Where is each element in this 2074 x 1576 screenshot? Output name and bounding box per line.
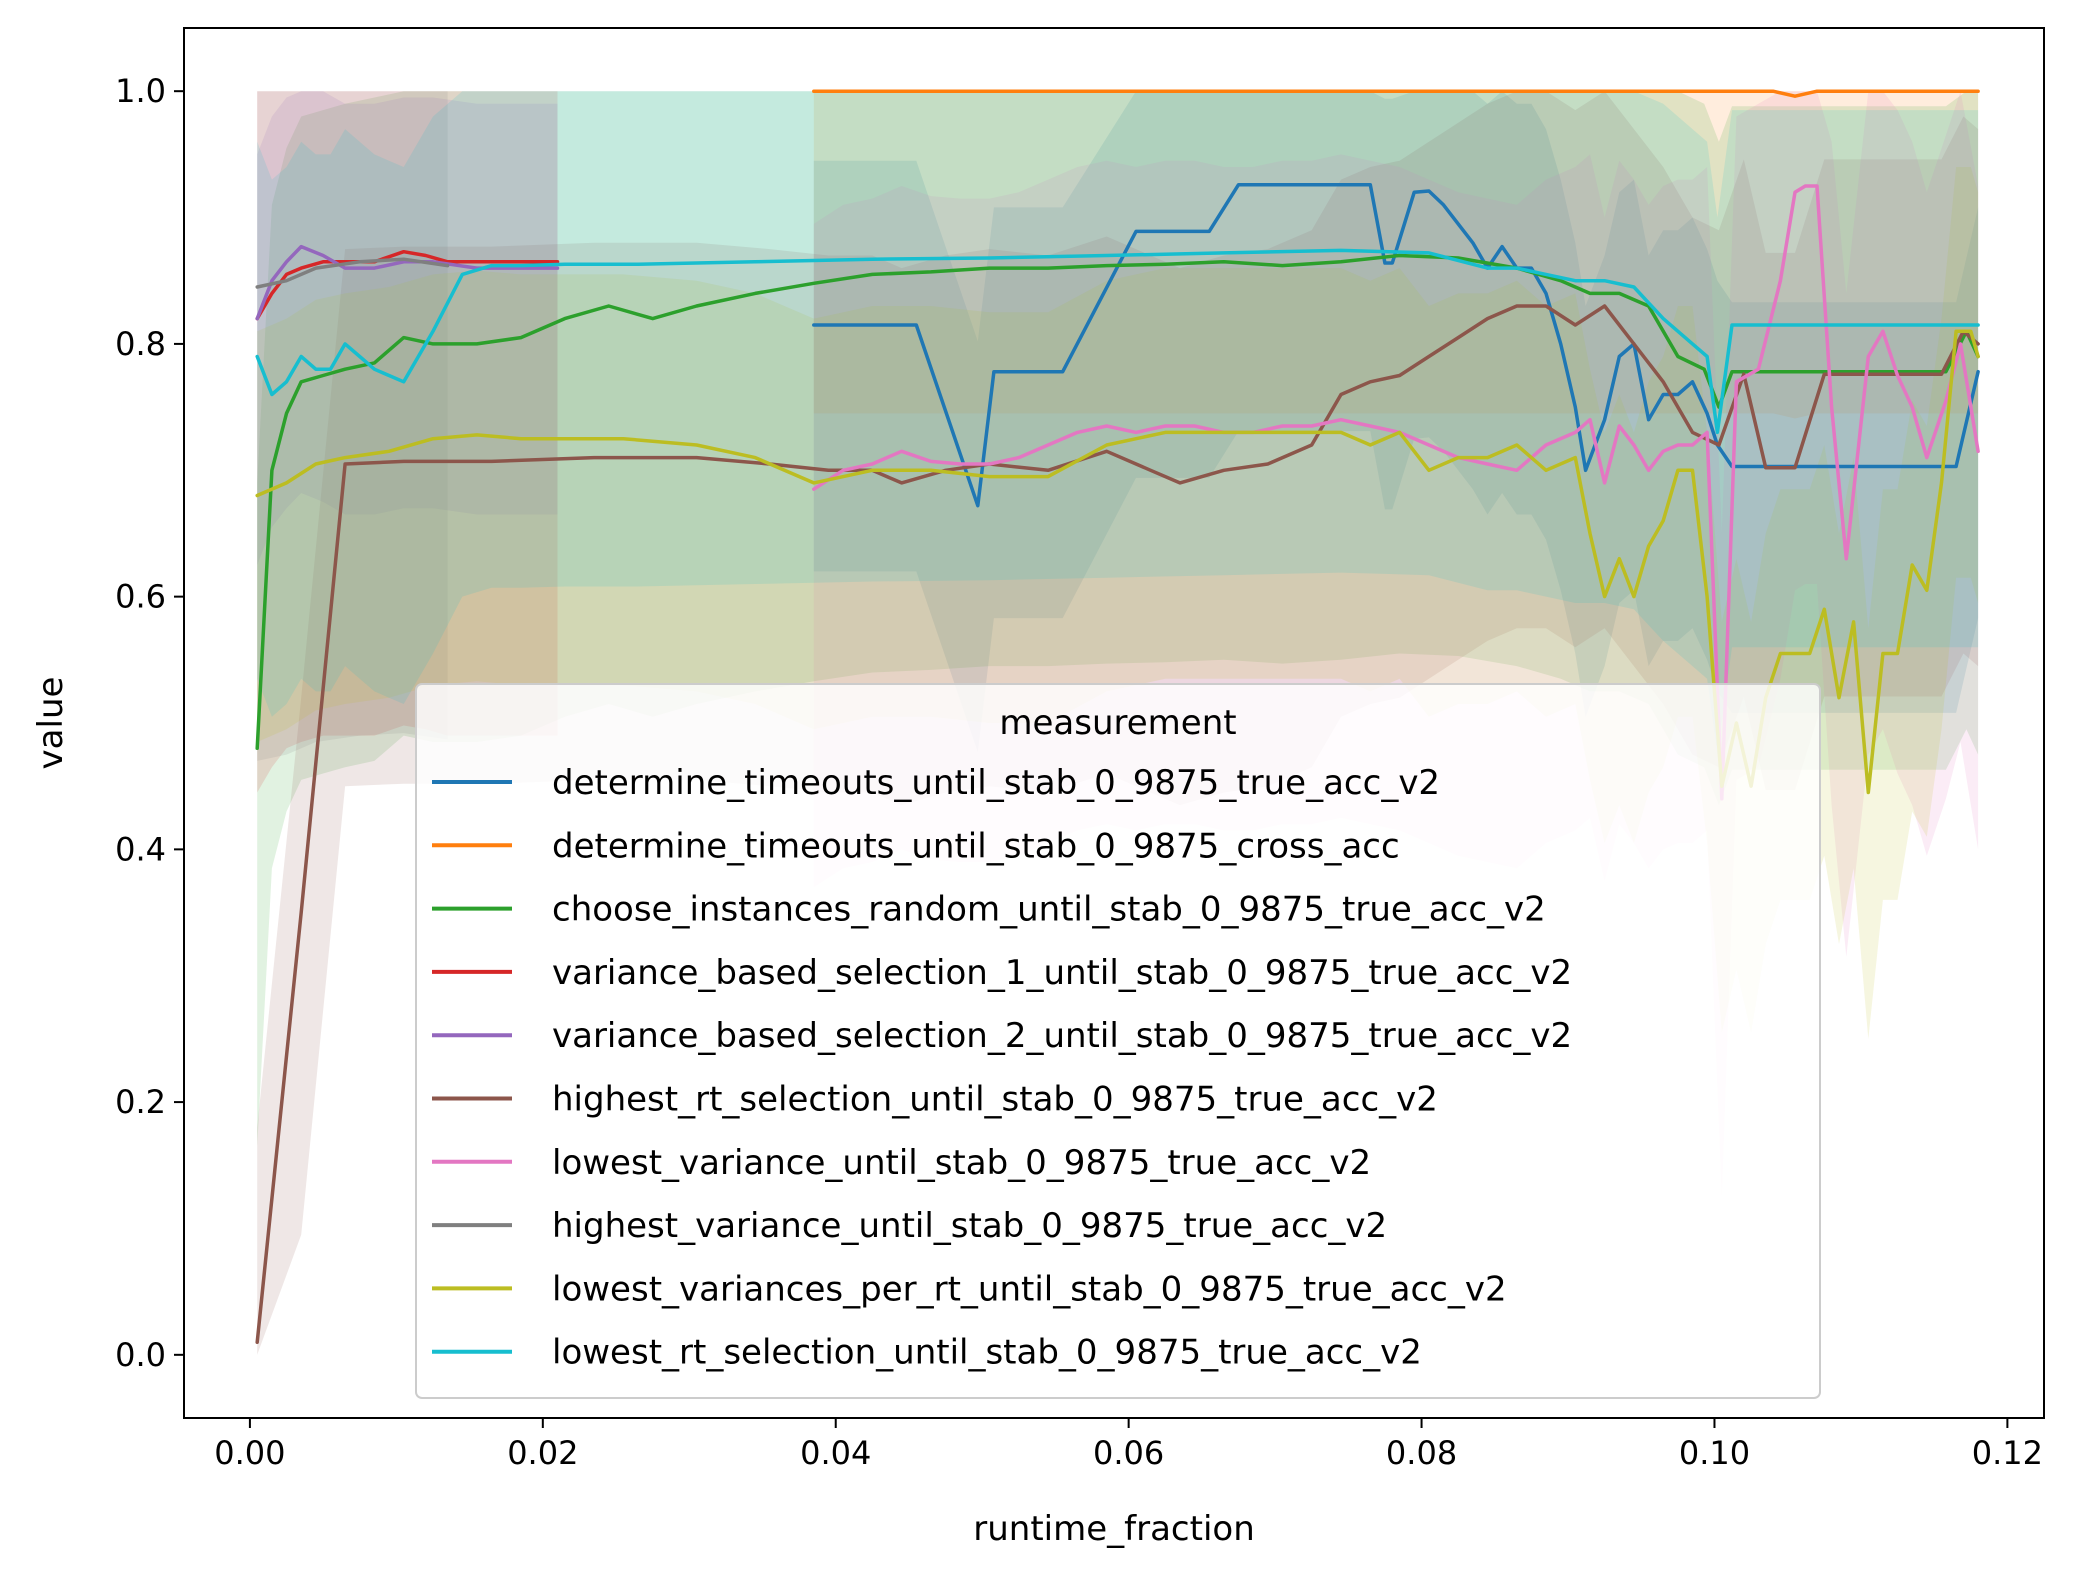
legend: measurement determine_timeouts_until_sta… bbox=[415, 683, 1821, 1399]
plot-frame bbox=[183, 27, 2045, 1419]
legend-label-4: variance_based_selection_1_until_stab_0_… bbox=[552, 953, 1572, 993]
series-line-7 bbox=[812, 184, 1980, 801]
legend-label-8: highest_variance_until_stab_0_9875_true_… bbox=[552, 1206, 1387, 1246]
x-tick-label: 0.08 bbox=[1386, 1434, 1457, 1472]
legend-label-6: highest_rt_selection_until_stab_0_9875_t… bbox=[552, 1080, 1438, 1120]
confidence-band-10 bbox=[257, 91, 1979, 755]
series-line-8 bbox=[255, 257, 450, 289]
series-line-2 bbox=[812, 89, 1980, 98]
legend-label-9: lowest_variances_per_rt_until_stab_0_987… bbox=[552, 1269, 1507, 1309]
x-tick-label: 0.06 bbox=[1093, 1434, 1164, 1472]
legend-label-10: lowest_rt_selection_until_stab_0_9875_tr… bbox=[552, 1333, 1422, 1373]
series-line-10 bbox=[255, 248, 1980, 435]
y-tick-label: 0.0 bbox=[115, 1336, 166, 1374]
y-tick-label: 0.6 bbox=[115, 578, 166, 616]
x-axis-label: runtime_fraction bbox=[973, 1509, 1255, 1549]
legend-label-5: variance_based_selection_2_until_stab_0_… bbox=[552, 1016, 1572, 1056]
series-lines bbox=[255, 89, 1980, 1344]
x-tick-label: 0.04 bbox=[800, 1434, 871, 1472]
x-tick-label: 0.12 bbox=[1972, 1434, 2043, 1472]
y-tick-label: 0.4 bbox=[115, 830, 166, 868]
confidence-band-5 bbox=[257, 91, 558, 565]
confidence-band-3 bbox=[257, 91, 1979, 1147]
confidence-bands bbox=[257, 91, 1979, 1355]
x-tick-label: 0.10 bbox=[1679, 1434, 1750, 1472]
legend-label-7: lowest_variance_until_stab_0_9875_true_a… bbox=[552, 1143, 1371, 1183]
x-tick-label: 0.00 bbox=[214, 1434, 285, 1472]
y-tick-label: 0.8 bbox=[115, 325, 166, 363]
y-axis-ticks: 0.0 0.2 0.4 0.6 0.8 1.0 bbox=[115, 72, 184, 1374]
series-line-9 bbox=[255, 329, 1980, 795]
x-tick-label: 0.02 bbox=[507, 1434, 578, 1472]
legend-box bbox=[415, 683, 1821, 1399]
legend-label-2: determine_timeouts_until_stab_0_9875_cro… bbox=[552, 826, 1400, 866]
legend-title: measurement bbox=[999, 703, 1236, 743]
legend-label-3: choose_instances_random_until_stab_0_987… bbox=[552, 890, 1546, 930]
series-line-3 bbox=[255, 253, 1980, 751]
series-line-6 bbox=[255, 304, 1980, 1344]
confidence-band-7 bbox=[813, 91, 1979, 1197]
confidence-band-9 bbox=[257, 167, 1979, 1039]
y-tick-label: 1.0 bbox=[115, 72, 166, 110]
x-axis-ticks: 0.00 0.02 0.04 0.06 0.08 0.10 0.12 bbox=[214, 1418, 2043, 1472]
y-tick-label: 0.2 bbox=[115, 1083, 166, 1121]
legend-items: determine_timeouts_until_stab_0_9875_tru… bbox=[432, 763, 1572, 1373]
y-axis-label: value bbox=[31, 677, 71, 770]
legend-label-1: determine_timeouts_until_stab_0_9875_tru… bbox=[552, 763, 1440, 803]
